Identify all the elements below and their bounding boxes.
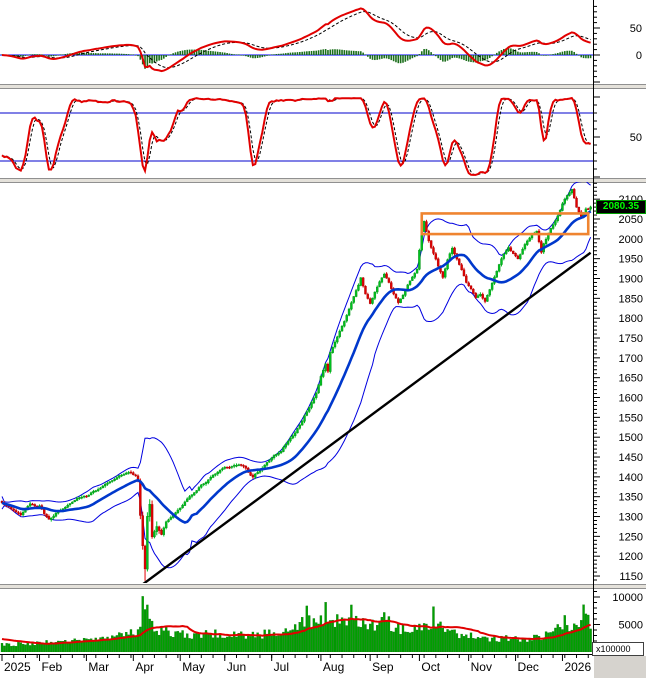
axis-label: 2000	[619, 234, 643, 246]
month-label: Aug	[323, 660, 344, 674]
stoch-k-line	[1, 96, 591, 176]
month-label: Sep	[372, 660, 394, 674]
axis-label: 50	[630, 23, 642, 35]
trendline	[142, 251, 592, 583]
month-label: Dec	[518, 660, 539, 674]
axis-corner	[594, 656, 646, 678]
stoch-d-line	[1, 97, 591, 176]
axis-label: 1500	[619, 432, 643, 444]
axis-label: 1600	[619, 393, 643, 405]
panel-separators	[0, 84, 646, 589]
axis-label: 1200	[619, 551, 643, 563]
month-label: Oct	[421, 660, 440, 674]
month-label: Mar	[88, 660, 109, 674]
axis-label: 1550	[619, 412, 643, 424]
month-label: Jul	[274, 660, 289, 674]
macd-panel[interactable]	[0, 7, 593, 73]
month-label: 2026	[564, 660, 591, 674]
axis-label: 2050	[619, 214, 643, 226]
axis-label: 1650	[619, 373, 643, 385]
resistance-box-annotation[interactable]	[420, 212, 590, 236]
volume-ma-line	[1, 617, 591, 645]
axis-label: 1300	[619, 512, 643, 524]
axis-label: 1950	[619, 254, 643, 266]
axis-label: 1800	[619, 313, 643, 325]
macd-signal-line	[2, 10, 591, 69]
axis-label: 5000	[619, 620, 643, 632]
month-label: Apr	[135, 660, 154, 674]
macd-line	[1, 7, 591, 73]
volume-panel[interactable]	[0, 596, 592, 652]
bollinger-upper	[1, 182, 591, 503]
date-axis[interactable]: 2025 Feb Mar Apr May Jun Jul Aug Sep Oct Nov Dec 202…	[0, 654, 594, 675]
axis-label: 1750	[619, 333, 643, 345]
axis-label: 1350	[619, 492, 643, 504]
axis-label: 1400	[619, 472, 643, 484]
axis-label: 1450	[619, 452, 643, 464]
axis-label: 1150	[619, 571, 643, 583]
axis-label: 1900	[619, 274, 643, 286]
axis-label: 1700	[619, 353, 643, 365]
last-price-badge: 2080.35	[596, 200, 646, 214]
month-label: Nov	[471, 660, 492, 674]
month-label: May	[182, 660, 205, 674]
axis-label: 10000	[612, 592, 643, 604]
price-panel[interactable]	[0, 181, 592, 584]
month-label: Feb	[42, 660, 63, 674]
right-axis: 5005021002050200019501900185018001750170…	[593, 0, 643, 654]
axis-label: 1250	[619, 531, 643, 543]
bollinger-lower	[1, 237, 592, 569]
stochastic-panel[interactable]	[0, 96, 593, 176]
axis-label: 1850	[619, 293, 643, 305]
month-label: Jun	[227, 660, 246, 674]
axis-label: 0	[636, 50, 642, 62]
bollinger-mid	[1, 210, 592, 524]
month-label: 2025	[4, 660, 31, 674]
axis-label: 50	[630, 132, 642, 144]
volume-multiplier-label: x100000	[592, 642, 644, 656]
